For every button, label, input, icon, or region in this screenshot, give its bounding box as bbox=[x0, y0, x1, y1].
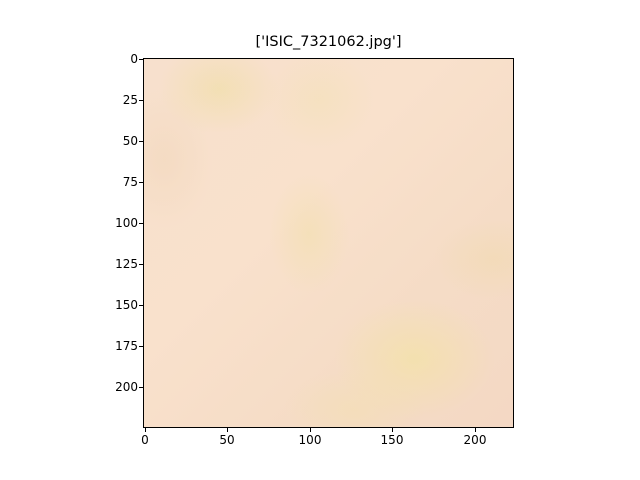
y-tick bbox=[139, 305, 144, 306]
y-tick-label: 0 bbox=[130, 52, 138, 66]
y-tick bbox=[139, 182, 144, 183]
y-tick bbox=[139, 100, 144, 101]
y-tick bbox=[139, 141, 144, 142]
y-tick-label: 25 bbox=[122, 93, 138, 107]
y-tick bbox=[139, 223, 144, 224]
y-tick bbox=[139, 387, 144, 388]
y-tick-label: 125 bbox=[115, 257, 138, 271]
x-tick bbox=[310, 427, 311, 432]
image-title: ['ISIC_7321062.jpg'] bbox=[255, 34, 402, 50]
y-tick-label: 50 bbox=[122, 134, 138, 148]
y-tick bbox=[139, 346, 144, 347]
y-tick bbox=[139, 59, 144, 60]
x-tick-label: 0 bbox=[141, 433, 149, 447]
y-tick-label: 75 bbox=[122, 175, 138, 189]
skin-lesion-image bbox=[144, 59, 513, 427]
y-tick-label: 100 bbox=[115, 216, 138, 230]
y-tick bbox=[139, 264, 144, 265]
y-tick-label: 175 bbox=[115, 339, 138, 353]
x-tick-label: 150 bbox=[380, 433, 404, 447]
x-tick bbox=[475, 427, 476, 432]
y-tick-label: 150 bbox=[115, 298, 138, 312]
x-tick bbox=[145, 427, 146, 432]
x-tick-label: 50 bbox=[219, 433, 235, 447]
y-tick-label: 200 bbox=[115, 380, 138, 394]
x-tick-label: 200 bbox=[463, 433, 487, 447]
x-tick bbox=[227, 427, 228, 432]
x-tick bbox=[392, 427, 393, 432]
x-tick-label: 100 bbox=[298, 433, 322, 447]
